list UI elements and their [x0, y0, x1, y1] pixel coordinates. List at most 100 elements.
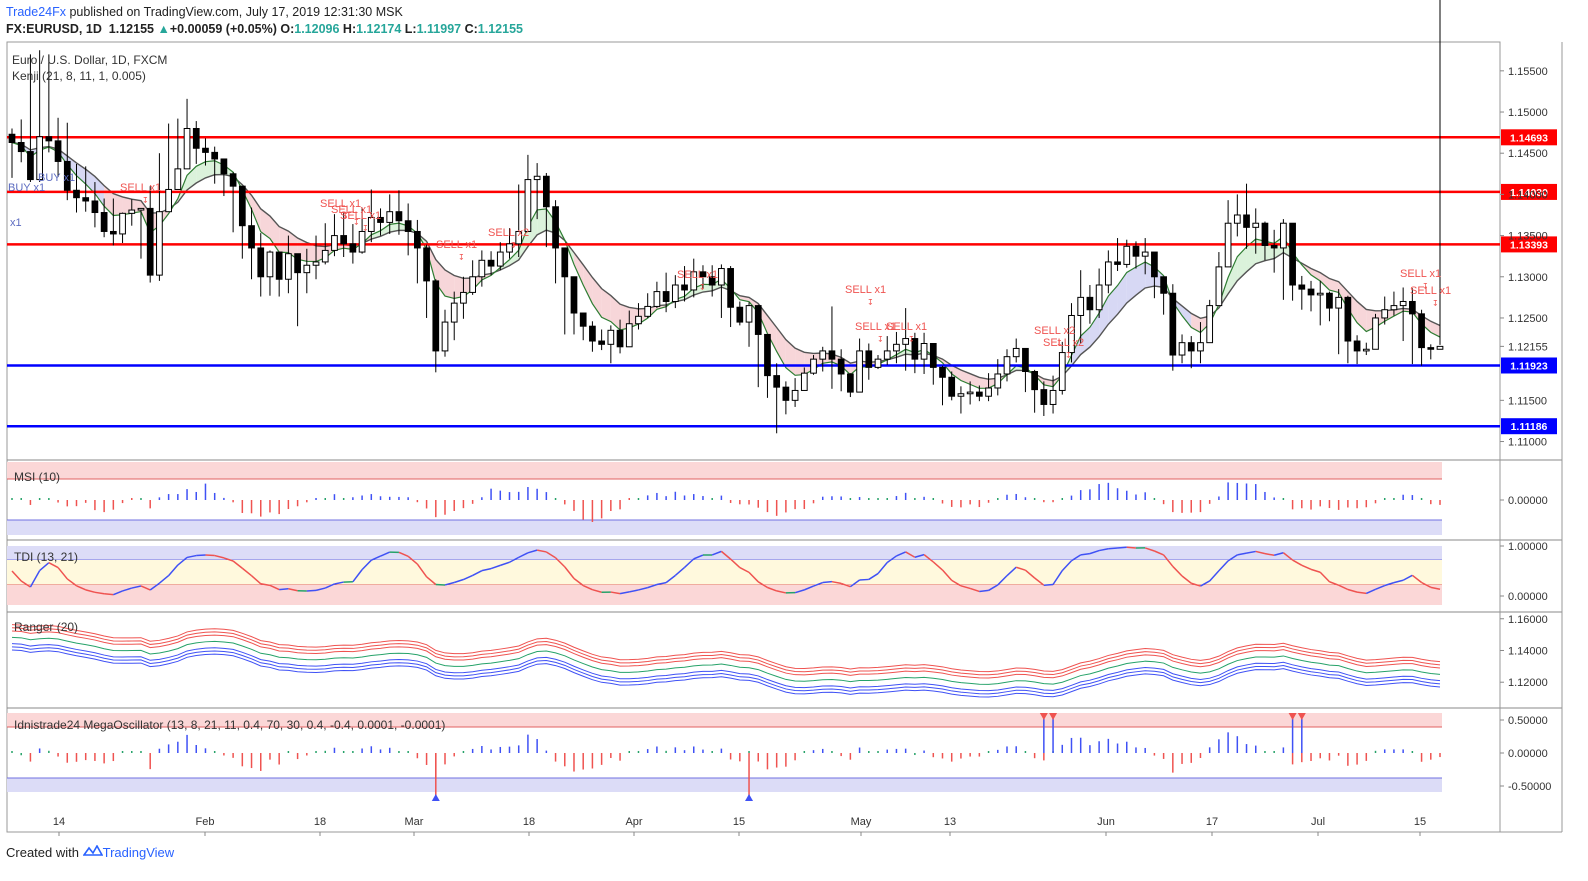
- signal-buy-label: x1: [10, 217, 22, 229]
- tdi-line-segment: [877, 562, 888, 575]
- candle-body: [17, 141, 25, 153]
- tdi-line-segment: [1237, 552, 1247, 556]
- candle-body: [1206, 305, 1214, 344]
- low-label: L:: [404, 22, 417, 36]
- kenji-cloud: [389, 223, 399, 233]
- kenji-cloud: [970, 373, 980, 389]
- x-tick-label: 14: [53, 816, 65, 828]
- candle-body: [1003, 356, 1011, 375]
- candle-body: [386, 211, 394, 223]
- tdi-line-segment: [619, 591, 630, 595]
- candle-body: [460, 291, 467, 304]
- candle-body: [165, 188, 172, 213]
- msi-lower-band: [7, 520, 1442, 535]
- ranger-band-line: [11, 636, 1441, 685]
- tdi-line-segment: [131, 585, 142, 589]
- candle-body: [874, 358, 882, 368]
- candle-body: [220, 158, 228, 175]
- candle-body: [865, 350, 873, 368]
- tdi-line-segment: [573, 577, 584, 587]
- tradingview-link[interactable]: TradingView: [102, 845, 175, 860]
- tdi-line-segment: [610, 591, 621, 595]
- x-tick-label: May: [851, 816, 872, 828]
- candle-body: [1114, 261, 1121, 265]
- kenji-cloud: [1246, 239, 1256, 272]
- last-price: 1.12155: [108, 22, 154, 36]
- candle-body: [1280, 222, 1287, 249]
- tdi-line-segment: [370, 555, 381, 561]
- sell-arrow-icon: ↧: [342, 212, 349, 221]
- tdi-line-segment: [500, 561, 510, 567]
- tdi-line-segment: [122, 587, 132, 592]
- candle-body: [487, 259, 495, 267]
- mega-lower-band: [7, 778, 1442, 792]
- candle-body: [1418, 313, 1425, 349]
- candle-body: [137, 207, 145, 211]
- tdi-line-segment: [334, 581, 344, 585]
- created-with-text: Created with: [6, 845, 79, 860]
- tdi-line-segment: [57, 567, 68, 580]
- last-price-tag: [1501, 338, 1557, 355]
- kenji-cloud: [785, 339, 796, 376]
- tdi-line-segment: [149, 582, 160, 591]
- candle-body: [202, 147, 209, 153]
- candle-body: [1104, 261, 1112, 286]
- candle-body: [404, 220, 412, 232]
- candle-body: [837, 358, 845, 375]
- tdi-line-segment: [629, 589, 639, 593]
- candle-body: [496, 251, 504, 267]
- tdi-line-segment: [463, 574, 473, 581]
- candle-body: [1344, 296, 1352, 342]
- candle-body: [1436, 345, 1444, 350]
- level-price-label: 1.14693: [1510, 132, 1548, 144]
- candle-body: [745, 305, 753, 323]
- candle-body: [607, 329, 615, 345]
- ranger-band-line: [11, 627, 1441, 676]
- ranger-band-line: [11, 624, 1441, 673]
- x-tick-label: Feb: [196, 816, 215, 828]
- candle-body: [1372, 317, 1379, 350]
- candle-body: [1022, 347, 1029, 373]
- tdi-line-segment: [1356, 591, 1367, 595]
- tdi-line-segment: [1393, 579, 1404, 584]
- candle-body: [856, 350, 863, 393]
- tdi-line-segment: [39, 562, 50, 572]
- candle-body: [1141, 251, 1149, 257]
- kenji-fast-line: [11, 141, 1441, 389]
- candle-body: [690, 271, 698, 291]
- tdi-line-segment: [288, 588, 298, 592]
- candle-body: [1289, 222, 1296, 286]
- x-tick-label: 17: [1206, 816, 1218, 828]
- candle-body: [929, 342, 937, 368]
- tdi-line-segment: [260, 583, 271, 587]
- sell-arrow-icon: ↧: [908, 335, 915, 344]
- tdi-line-segment: [592, 588, 602, 593]
- tdi-line-segment: [638, 586, 648, 591]
- candle-body: [1178, 342, 1186, 356]
- candle-body: [1224, 222, 1232, 268]
- tdi-line-segment: [453, 578, 464, 584]
- candle-body: [589, 325, 596, 342]
- tdi-line-segment: [1227, 554, 1238, 562]
- candle-body: [395, 211, 403, 222]
- publisher-link[interactable]: Trade24Fx: [6, 5, 66, 19]
- kenji-cloud: [537, 208, 547, 235]
- candle-body: [1298, 284, 1306, 290]
- msi-upper-band: [7, 462, 1442, 479]
- candle-body: [1409, 300, 1416, 315]
- candle-body: [533, 175, 541, 181]
- tdi-line-segment: [1043, 583, 1054, 586]
- candle-body: [8, 133, 16, 143]
- candle-body: [810, 358, 817, 374]
- candle-body: [312, 261, 320, 266]
- tdi-middle-band: [7, 560, 1442, 585]
- mega-oscillator-title: Idnistrade24 MegaOscillator (13, 8, 21, …: [14, 718, 445, 732]
- kenji-cloud: [1191, 313, 1201, 333]
- candle-body: [100, 212, 108, 232]
- candle-body: [1031, 371, 1038, 391]
- kenji-cloud: [279, 226, 289, 253]
- candle-body: [1270, 244, 1278, 249]
- candle-body: [229, 173, 237, 187]
- tdi-line-segment: [1071, 554, 1082, 562]
